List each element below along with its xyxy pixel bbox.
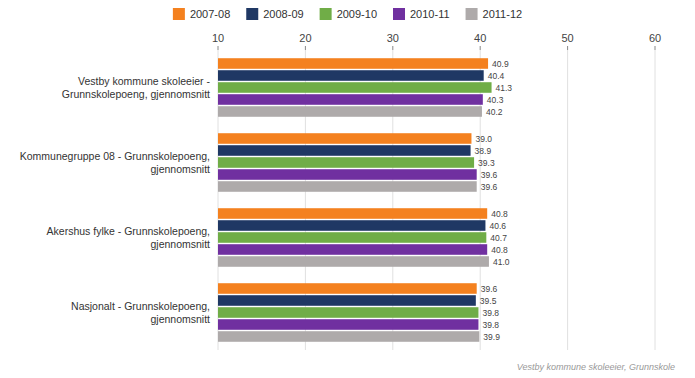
legend-swatch xyxy=(246,8,258,20)
chart-container: 10 20 30 40 50 60 40.9 39.0 40.8 39.6 40.4 38.9 40.6… xyxy=(0,0,695,378)
bar xyxy=(218,331,479,342)
bar xyxy=(218,319,478,330)
bar xyxy=(218,70,484,81)
bar xyxy=(218,208,487,219)
legend-swatch xyxy=(320,8,332,20)
tick-label: 60 xyxy=(649,32,661,44)
tick-mark xyxy=(305,46,306,50)
category-label-line: Grunnskolepoeng, gjennomsnitt xyxy=(62,88,210,100)
data-label: 40.3 xyxy=(487,95,504,105)
bar xyxy=(218,133,471,144)
data-label: 39.3 xyxy=(478,158,495,168)
data-label: 38.9 xyxy=(475,146,492,156)
category-label-line: Nasjonalt - Grunnskolepoeng, xyxy=(71,300,210,312)
data-label: 40.4 xyxy=(488,71,505,81)
tick-label: 20 xyxy=(299,32,311,44)
tick-label: 10 xyxy=(212,32,224,44)
legend-item: 2011-12 xyxy=(466,8,523,20)
data-label: 39.6 xyxy=(481,284,498,294)
category-label-line: gjennomsnitt xyxy=(150,238,210,250)
bar xyxy=(218,232,486,243)
data-label: 39.0 xyxy=(475,134,492,144)
data-label: 39.6 xyxy=(481,170,498,180)
bar xyxy=(218,82,492,93)
bar xyxy=(218,181,477,192)
legend-label: 2007-08 xyxy=(190,8,230,20)
data-label: 40.8 xyxy=(491,209,508,219)
legend-label: 2008-09 xyxy=(263,8,303,20)
bar xyxy=(218,244,487,255)
data-label: 40.7 xyxy=(490,233,507,243)
legend-label: 2011-12 xyxy=(483,8,523,20)
category-label-line: gjennomsnitt xyxy=(150,313,210,325)
data-label: 40.6 xyxy=(489,221,506,231)
category-label-line: gjennomsnitt xyxy=(150,163,210,175)
grid-line xyxy=(567,50,568,350)
category-label-line: Kommunegruppe 08 - Grunnskolepoeng, xyxy=(20,150,210,162)
tick-mark xyxy=(655,46,656,50)
bar xyxy=(218,145,471,156)
data-label: 40.8 xyxy=(491,245,508,255)
tick-mark xyxy=(480,46,481,50)
bar xyxy=(218,94,483,105)
tick-mark xyxy=(567,46,568,50)
legend-item: 2007-08 xyxy=(173,8,230,20)
data-label: 39.8 xyxy=(482,320,499,330)
bar xyxy=(218,256,489,267)
bar xyxy=(218,106,482,117)
tick-label: 30 xyxy=(387,32,399,44)
chart: 10 20 30 40 50 60 40.9 39.0 40.8 39.6 40.4 38.9 40.6… xyxy=(0,0,695,378)
data-label: 40.9 xyxy=(492,59,509,69)
tick-label: 40 xyxy=(474,32,486,44)
x-axis: 10 20 30 40 50 60 xyxy=(212,32,661,50)
category-label: Kommunegruppe 08 - Grunnskolepoeng,gjenn… xyxy=(20,150,210,175)
legend-item: 2010-11 xyxy=(393,8,450,20)
data-label: 39.8 xyxy=(482,308,499,318)
category-label: Akershus fylke - Grunnskolepoeng,gjennom… xyxy=(47,225,210,250)
data-label: 39.5 xyxy=(480,296,497,306)
legend-item: 2009-10 xyxy=(320,8,377,20)
legend: 2007-08 2008-09 2009-10 2010-11 2011-12 xyxy=(173,8,522,20)
tick-mark xyxy=(392,46,393,50)
legend-swatch xyxy=(466,8,478,20)
bar xyxy=(218,295,476,306)
category-label-line: Akershus fylke - Grunnskolepoeng, xyxy=(47,225,210,237)
footnote: Vestby kommune skoleeier, Grunnskole xyxy=(517,362,675,372)
category-label: Nasjonalt - Grunnskolepoeng,gjennomsnitt xyxy=(71,300,210,325)
bar xyxy=(218,58,488,69)
legend-label: 2010-11 xyxy=(410,8,450,20)
y-axis: Vestby kommune skoleeier -Grunnskolepoen… xyxy=(20,75,211,325)
legend-item: 2008-09 xyxy=(246,8,303,20)
legend-swatch xyxy=(393,8,405,20)
category-label: Vestby kommune skoleeier -Grunnskolepoen… xyxy=(62,75,211,100)
bar xyxy=(218,283,477,294)
data-label: 39.6 xyxy=(481,182,498,192)
data-label: 41.0 xyxy=(493,257,510,267)
legend-label: 2009-10 xyxy=(337,8,377,20)
bar xyxy=(218,169,477,180)
data-labels: 40.9 39.0 40.8 39.6 40.4 38.9 40.6 39.5 41.3 39.3… xyxy=(475,59,513,342)
bars xyxy=(218,58,492,342)
data-label: 41.3 xyxy=(496,83,513,93)
legend-swatch xyxy=(173,8,185,20)
grid-line xyxy=(655,50,656,350)
data-label: 39.9 xyxy=(483,332,500,342)
bar xyxy=(218,307,478,318)
bar xyxy=(218,220,485,231)
bar xyxy=(218,157,474,168)
data-label: 40.2 xyxy=(486,107,503,117)
tick-label: 50 xyxy=(561,32,573,44)
category-label-line: Vestby kommune skoleeier - xyxy=(78,75,210,87)
tick-mark xyxy=(218,46,219,50)
